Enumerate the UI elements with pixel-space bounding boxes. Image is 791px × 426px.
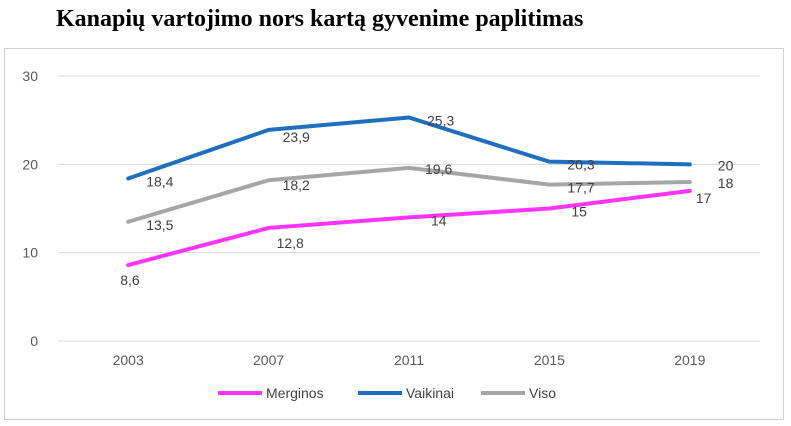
x-tick-label: 2011 <box>394 352 424 368</box>
chart-area <box>4 48 784 420</box>
data-label-merginos: 12,8 <box>277 235 304 251</box>
data-label-vaikinai: 23,9 <box>283 129 310 145</box>
legend-label-merginos: Merginos <box>266 385 324 401</box>
data-label-vaikinai: 18,4 <box>146 173 173 189</box>
y-tick-label: 20 <box>22 156 38 172</box>
data-label-merginos: 14 <box>431 212 447 228</box>
y-tick-label: 0 <box>30 333 38 349</box>
data-label-viso: 19,6 <box>425 161 452 177</box>
series-line-vaikinai <box>126 115 692 181</box>
data-label-vaikinai: 25,3 <box>427 113 454 129</box>
data-label-vaikinai: 20 <box>718 157 734 173</box>
y-axis-ticks: 0 10 20 30 <box>22 68 38 349</box>
x-tick-label: 2007 <box>253 352 284 368</box>
data-label-vaikinai: 20,3 <box>567 157 594 173</box>
legend-label-viso: Viso <box>529 385 556 401</box>
series-line-viso <box>126 165 692 224</box>
data-label-viso: 13,5 <box>146 217 173 233</box>
data-label-merginos: 17 <box>696 190 712 206</box>
data-label-merginos: 8,6 <box>120 272 140 288</box>
data-labels: 8,6 12,8 14 15 17 18,4 23,9 25,3 20,3 20 13,5 18,2 1… <box>120 113 733 289</box>
y-tick-label: 10 <box>22 245 38 261</box>
y-tick-label: 30 <box>22 68 38 84</box>
series-lines <box>126 115 692 268</box>
series-line-merginos <box>126 188 692 268</box>
legend: Merginos Vaikinai Viso <box>218 385 556 401</box>
x-tick-label: 2003 <box>113 352 144 368</box>
x-axis-ticks: 2003 2007 2011 2015 2019 <box>113 352 706 368</box>
data-label-viso: 18 <box>718 175 734 191</box>
data-label-viso: 17,7 <box>567 180 594 196</box>
data-label-merginos: 15 <box>571 204 587 220</box>
data-label-viso: 18,2 <box>283 177 310 193</box>
chart-title: Kanapių vartojimo nors kartą gyvenime pa… <box>56 6 584 32</box>
x-tick-label: 2015 <box>534 352 565 368</box>
x-tick-label: 2019 <box>674 352 705 368</box>
legend-label-vaikinai: Vaikinai <box>406 385 454 401</box>
